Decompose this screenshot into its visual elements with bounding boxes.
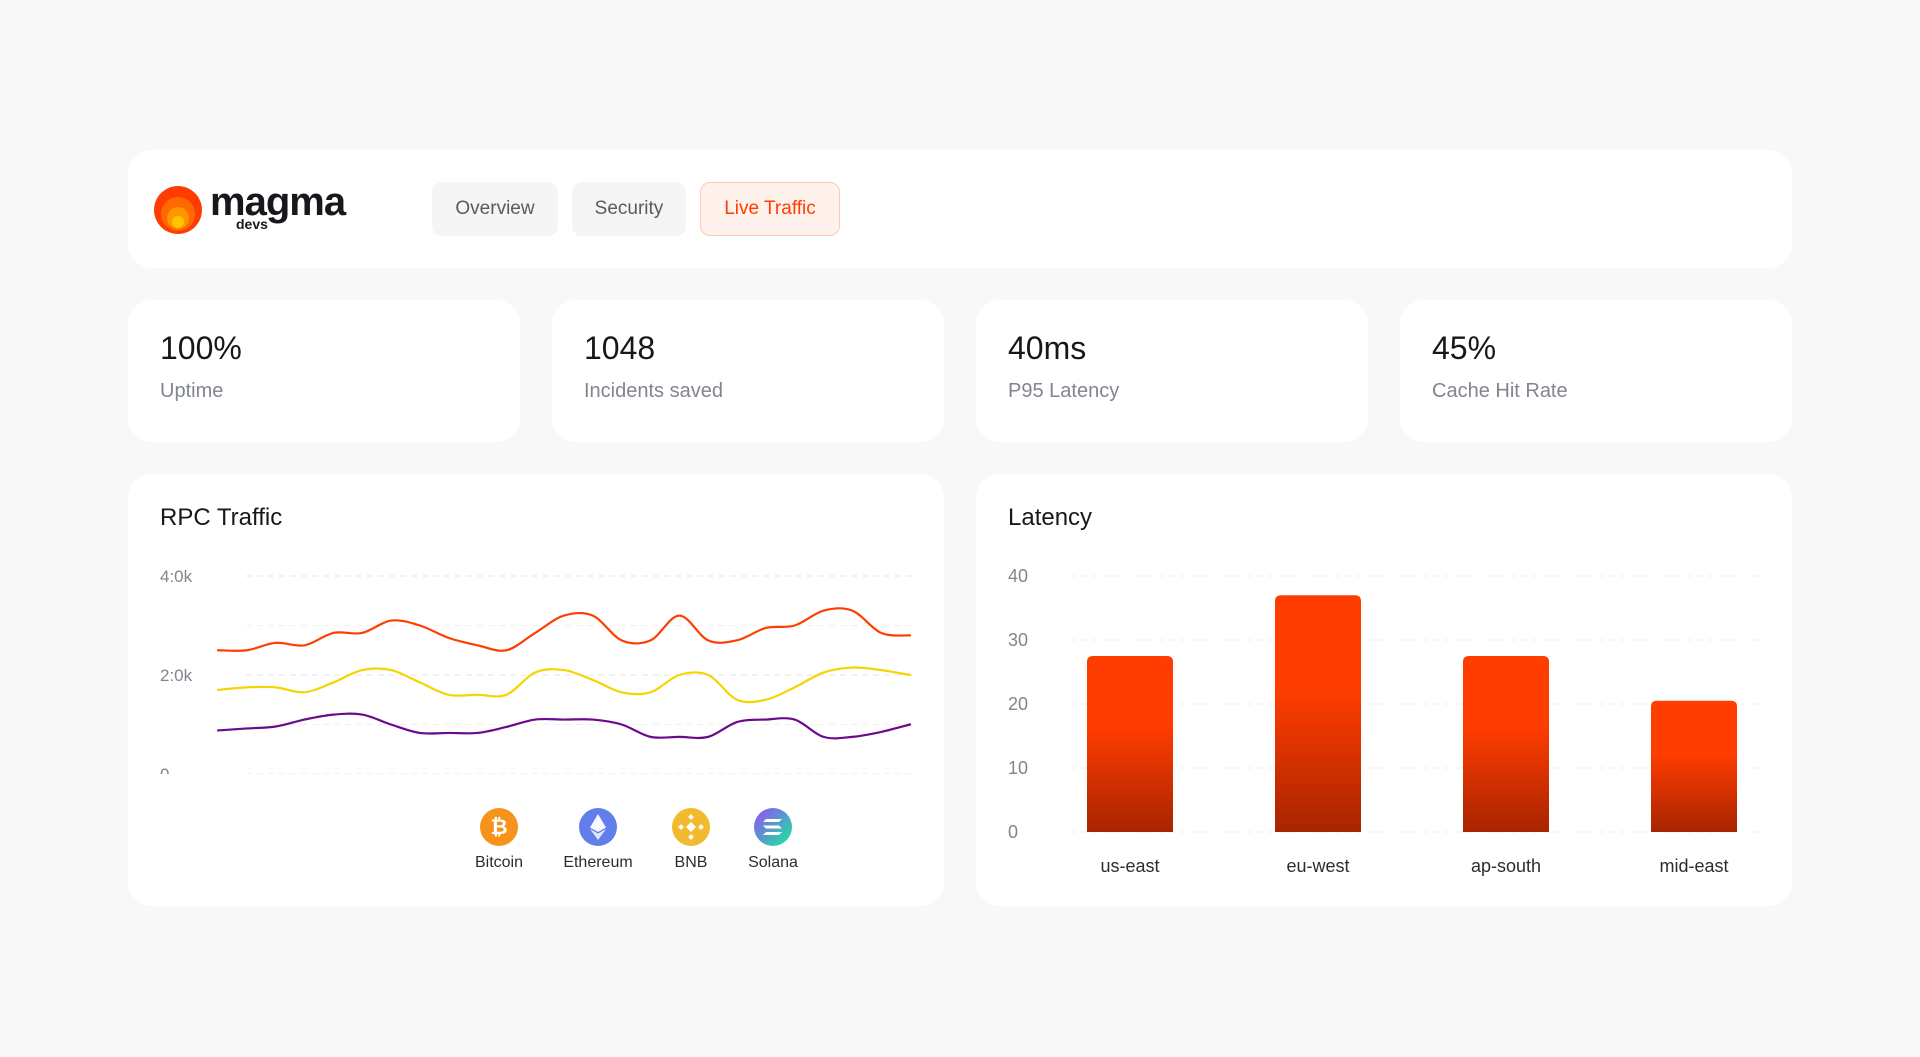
chart-title: RPC Traffic [160, 504, 283, 531]
series-line-0 [216, 607, 912, 652]
legend-item-ethereum[interactable]: Ethereum [548, 808, 648, 872]
bar-us-east[interactable] [1087, 656, 1173, 832]
bnb-icon [672, 808, 710, 846]
y-tick-label: 0 [160, 765, 169, 774]
brand-logo[interactable]: magma devs [154, 180, 364, 236]
x-tick-label: ap-south [1471, 856, 1541, 876]
bar-mid-east[interactable] [1651, 700, 1737, 832]
series-line-2 [216, 712, 912, 740]
stat-value: 45% [1432, 330, 1497, 366]
y-tick-label: 20 [1008, 694, 1028, 714]
chart-title: Latency [1008, 504, 1093, 531]
stat-value: 100% [160, 330, 242, 366]
legend-item-bitcoin[interactable]: ₿ Bitcoin [449, 808, 549, 872]
series-line-1 [216, 666, 912, 704]
x-tick-label: eu-west [1286, 856, 1349, 876]
stat-card-latency: 40ms P95 Latency [976, 300, 1368, 442]
stat-card-cache-hit-rate: 45% Cache Hit Rate [1400, 300, 1792, 442]
tab-overview[interactable]: Overview [432, 182, 558, 236]
ethereum-icon [579, 808, 617, 846]
stat-value: 1048 [584, 330, 656, 366]
legend-label: Bitcoin [474, 854, 524, 871]
y-tick-label: 2:0k [160, 666, 193, 685]
y-tick-label: 10 [1008, 758, 1028, 778]
x-tick-label: us-east [1100, 856, 1159, 876]
legend-label: Ethereum [563, 854, 633, 871]
stat-card-uptime: 100% Uptime [128, 300, 520, 442]
stat-label: Uptime [160, 380, 224, 402]
y-tick-label: 4:0k [160, 567, 193, 586]
stat-label: Incidents saved [584, 380, 723, 402]
tab-live-traffic[interactable]: Live Traffic [700, 182, 840, 236]
stat-label: Cache Hit Rate [1432, 380, 1568, 402]
rpc-traffic-card: RPC Traffic 0 2:0k 4:0k ₿ Bitcoin Ethereum… [128, 474, 944, 906]
top-nav-bar: magma devs Overview Security Live Traffi… [128, 150, 1792, 268]
latency-bar-chart: 0 10 20 30 40 us-east eu-west ap-south mid-east [1008, 566, 1762, 876]
bitcoin-icon: ₿ [480, 808, 518, 846]
bar-eu-west[interactable] [1275, 595, 1361, 832]
y-tick-label: 30 [1008, 630, 1028, 650]
bar-ap-south[interactable] [1463, 656, 1549, 832]
stat-value: 40ms [1008, 330, 1087, 366]
legend-label: BNB [674, 854, 708, 871]
stat-card-incidents: 1048 Incidents saved [552, 300, 944, 442]
tab-security[interactable]: Security [572, 182, 686, 236]
y-tick-label: 40 [1008, 566, 1028, 586]
latency-card: Latency 0 10 20 30 40 us-east eu-west ap-south m… [976, 474, 1792, 906]
brand-name: magma [210, 180, 346, 224]
legend-item-solana[interactable]: Solana [723, 808, 823, 872]
solana-icon [754, 808, 792, 846]
magma-logo-icon [154, 186, 202, 234]
stat-label: P95 Latency [1008, 380, 1120, 402]
svg-text:₿: ₿ [490, 816, 507, 839]
rpc-traffic-line-chart: 0 2:0k 4:0k [160, 567, 913, 774]
y-tick-label: 0 [1008, 822, 1018, 842]
legend-item-bnb[interactable]: BNB [641, 808, 741, 872]
brand-subtitle: devs [236, 216, 268, 232]
legend-label: Solana [748, 854, 798, 871]
x-tick-label: mid-east [1659, 856, 1728, 876]
